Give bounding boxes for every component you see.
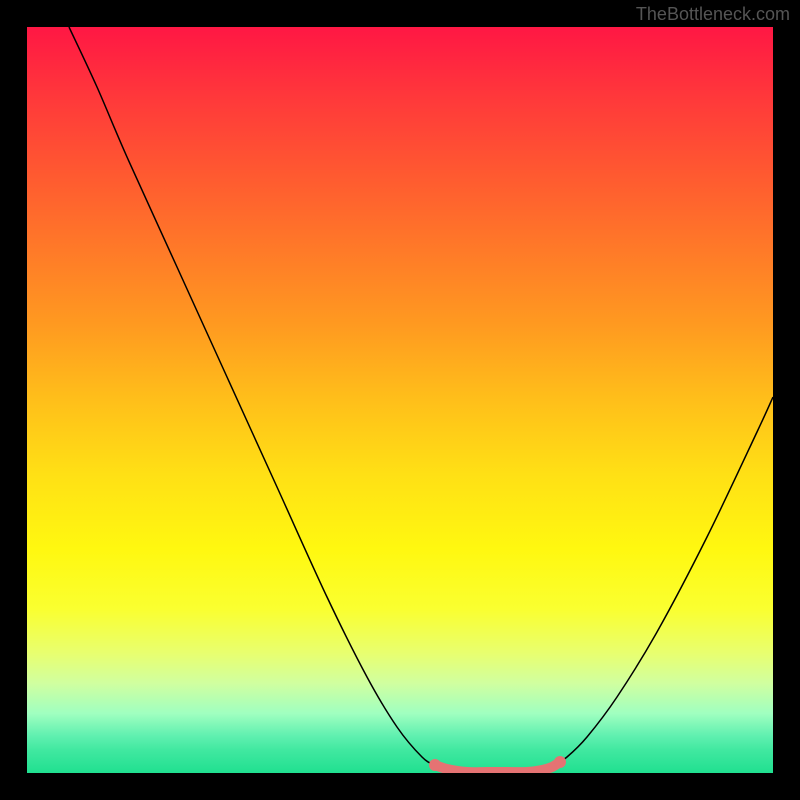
watermark-text: TheBottleneck.com <box>636 4 790 25</box>
bottleneck-curve <box>69 27 773 772</box>
highlight-segment <box>435 762 560 772</box>
plot-area <box>27 27 773 773</box>
highlight-end-dot <box>554 756 566 768</box>
curve-layer <box>27 27 773 773</box>
highlight-start-dot <box>429 759 441 771</box>
